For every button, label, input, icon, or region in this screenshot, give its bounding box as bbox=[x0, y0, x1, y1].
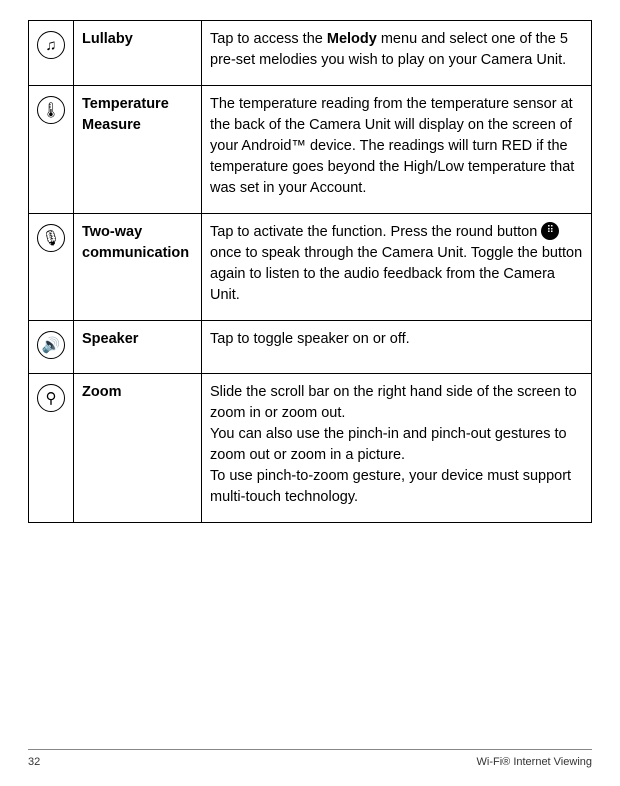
desc-bold: Melody bbox=[327, 31, 377, 47]
feature-description: Slide the scroll bar on the right hand s… bbox=[202, 374, 592, 523]
feature-title: Temperature Measure bbox=[74, 86, 202, 214]
feature-title: Zoom bbox=[74, 374, 202, 523]
feature-description: Tap to access the Melody menu and select… bbox=[202, 21, 592, 86]
speaker-icon: 🔊 bbox=[37, 331, 65, 359]
microphone-icon: 🎙 bbox=[37, 224, 65, 252]
page-footer: 32 Wi-Fi® Internet Viewing bbox=[28, 749, 592, 768]
desc-text: Tap to activate the function. Press the … bbox=[210, 224, 541, 240]
desc-text: once to speak through the Camera Unit. T… bbox=[210, 245, 582, 303]
desc-line: To use pinch-to-zoom gesture, your devic… bbox=[210, 468, 571, 505]
feature-title: Two-way communication bbox=[74, 214, 202, 321]
page-number: 32 bbox=[28, 756, 40, 768]
magnifier-icon: ⚲ bbox=[37, 384, 65, 412]
table-row: 🎙 Two-way communication Tap to activate … bbox=[29, 214, 592, 321]
music-note-icon: ♫ bbox=[37, 31, 65, 59]
feature-title: Lullaby bbox=[74, 21, 202, 86]
table-row: ♫ Lullaby Tap to access the Melody menu … bbox=[29, 21, 592, 86]
desc-line: Slide the scroll bar on the right hand s… bbox=[210, 384, 577, 421]
features-table: ♫ Lullaby Tap to access the Melody menu … bbox=[28, 20, 592, 523]
section-title: Wi-Fi® Internet Viewing bbox=[477, 756, 593, 768]
desc-text: Tap to access the bbox=[210, 31, 327, 47]
feature-title: Speaker bbox=[74, 321, 202, 374]
thermometer-icon: 🌡 bbox=[37, 96, 65, 124]
table-row: ⚲ Zoom Slide the scroll bar on the right… bbox=[29, 374, 592, 523]
grid-button-icon: ⠿ bbox=[541, 222, 559, 240]
table-row: 🌡 Temperature Measure The temperature re… bbox=[29, 86, 592, 214]
feature-description: Tap to activate the function. Press the … bbox=[202, 214, 592, 321]
table-row: 🔊 Speaker Tap to toggle speaker on or of… bbox=[29, 321, 592, 374]
desc-line: You can also use the pinch-in and pinch-… bbox=[210, 426, 567, 463]
feature-description: Tap to toggle speaker on or off. bbox=[202, 321, 592, 374]
feature-description: The temperature reading from the tempera… bbox=[202, 86, 592, 214]
